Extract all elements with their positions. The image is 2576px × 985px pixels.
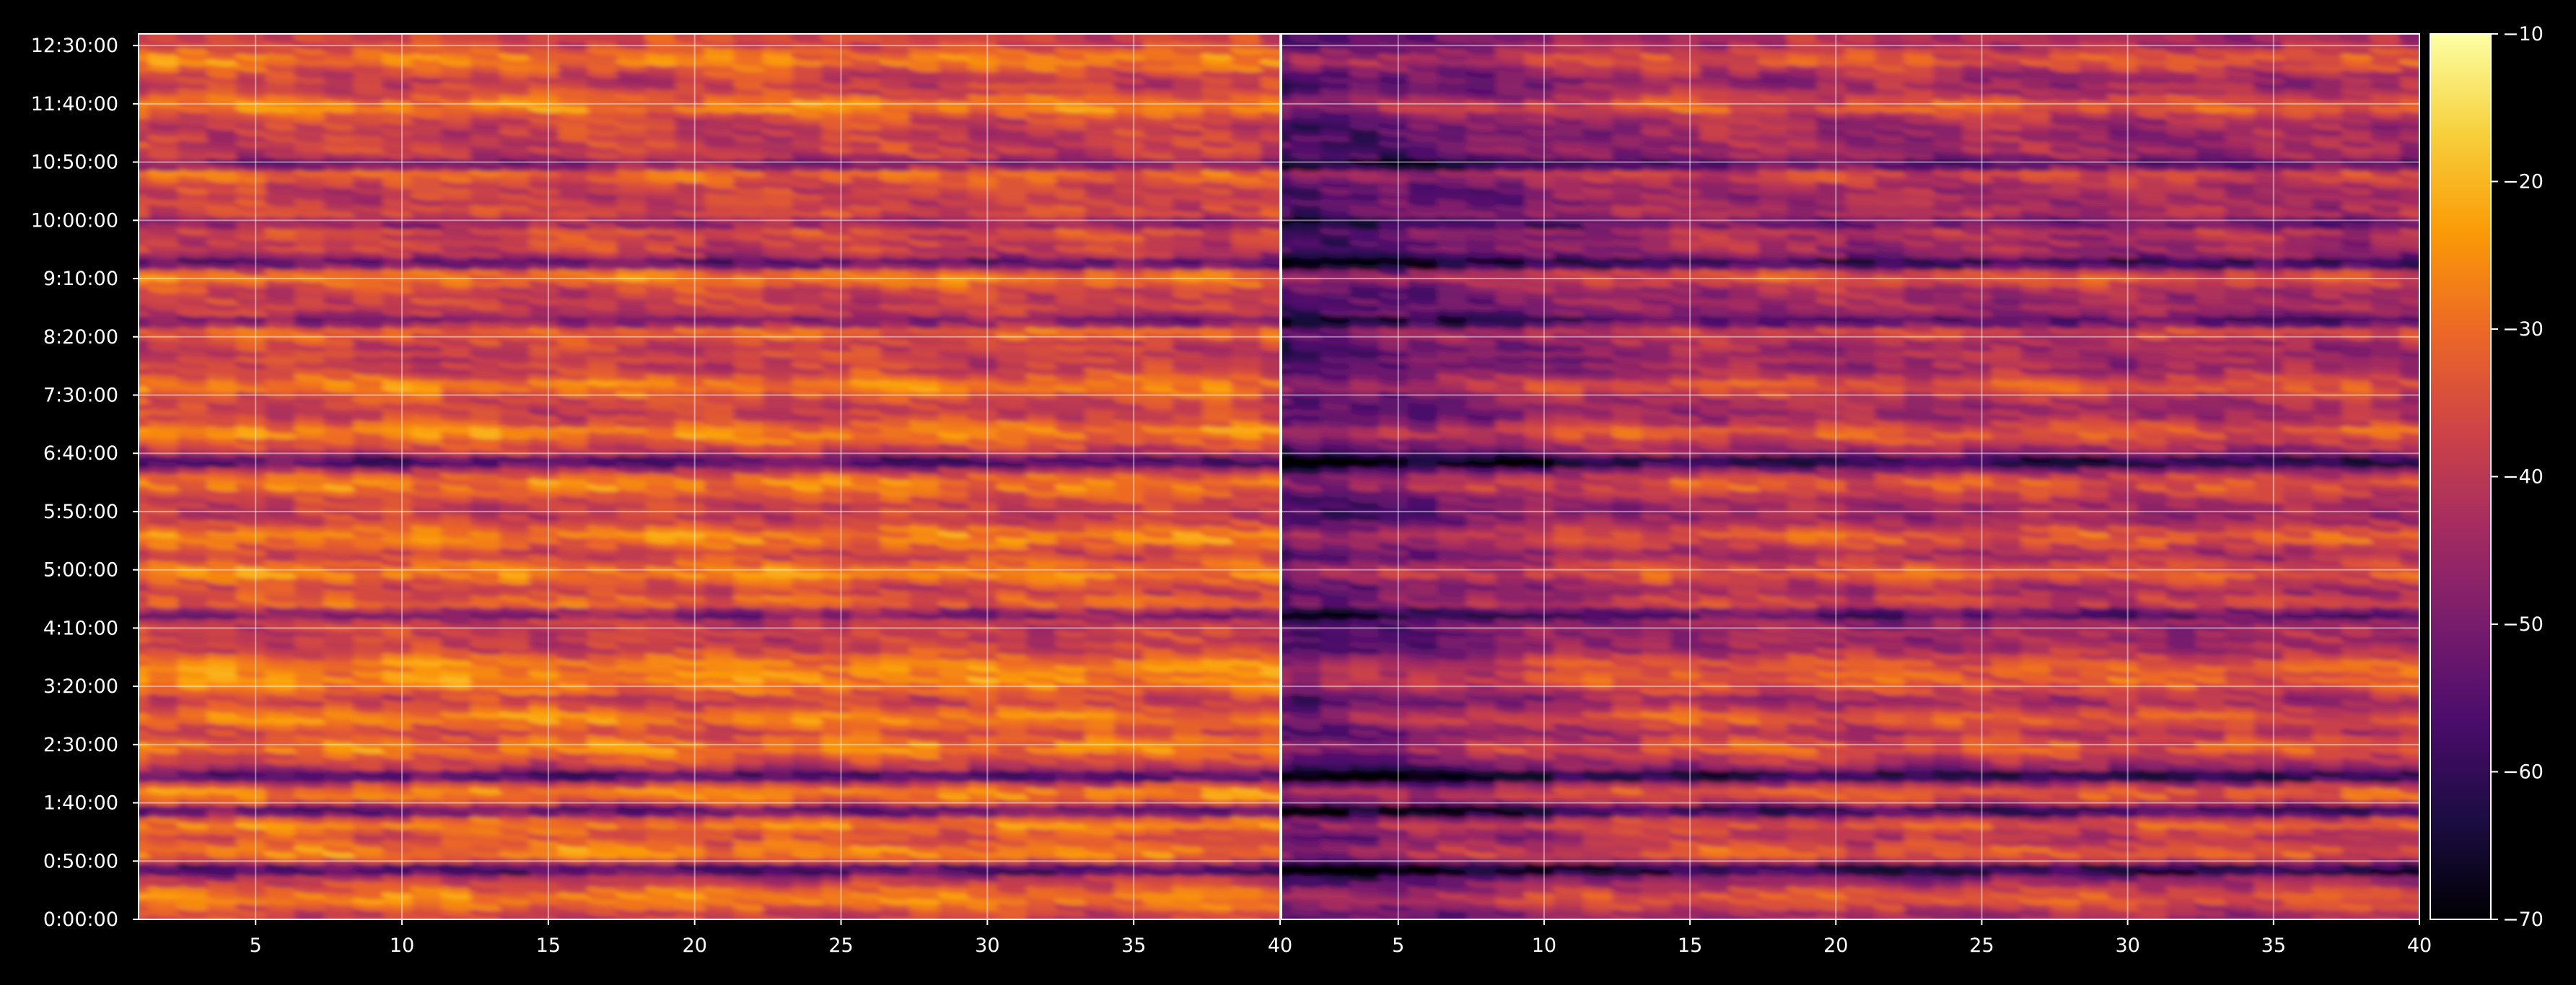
heatmap-panel-left bbox=[139, 34, 1280, 919]
